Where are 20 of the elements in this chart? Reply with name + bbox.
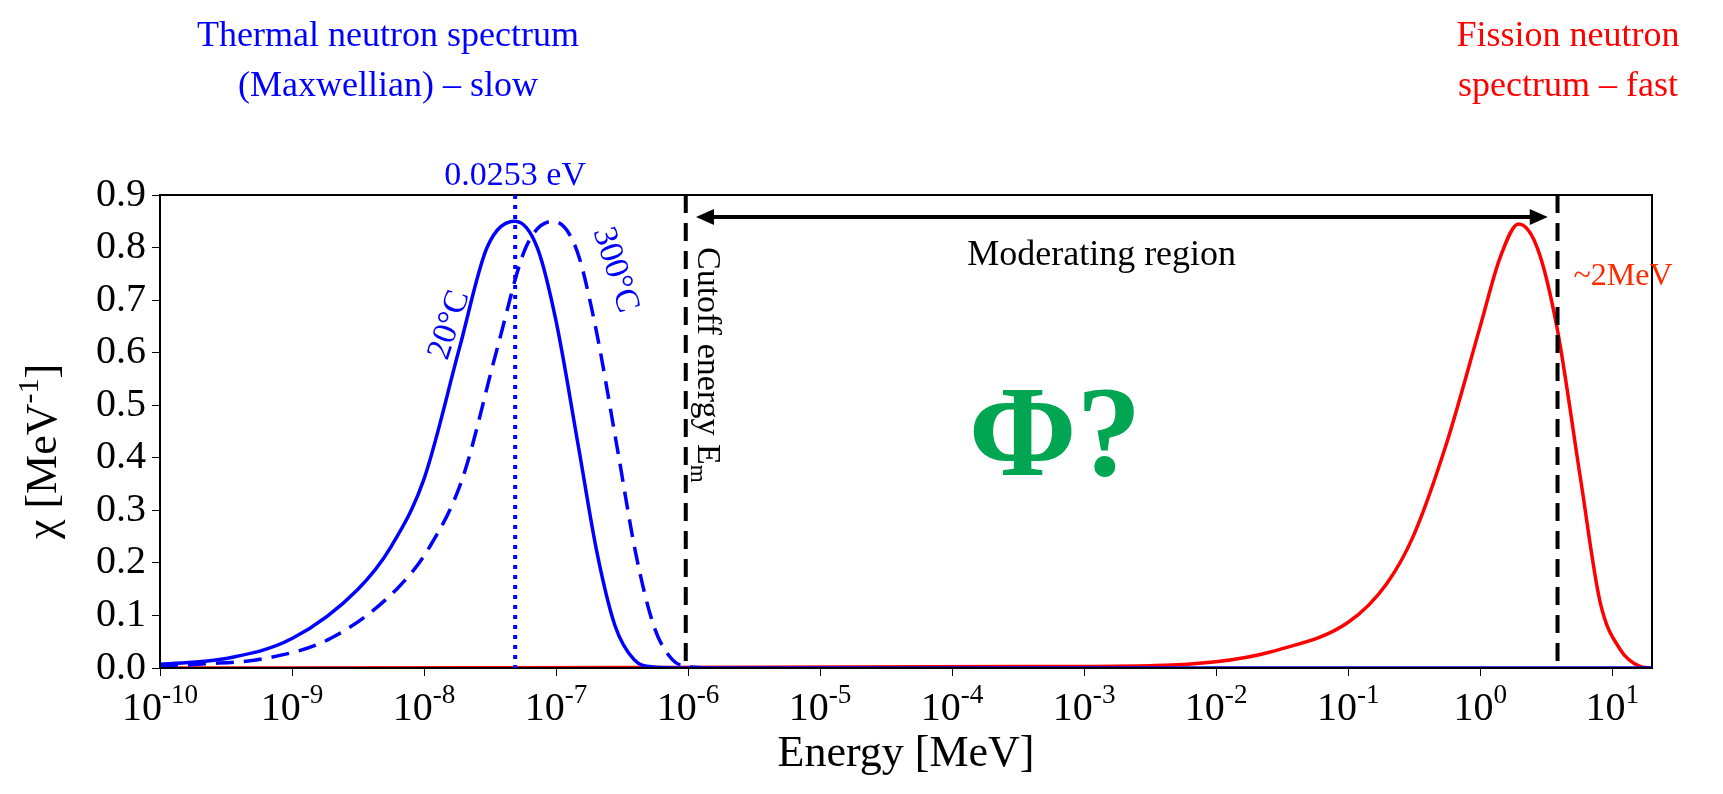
y-tick-label: 0.1 — [96, 589, 146, 635]
y-tick-label: 0.9 — [96, 169, 146, 215]
y-tick-label: 0.4 — [96, 432, 146, 478]
y-tick-label: 0.7 — [96, 274, 146, 320]
y-tick-label: 0.0 — [96, 642, 146, 688]
text: Thermal neutron spectrum (Maxwellian) – slow — [197, 14, 579, 104]
annotation: Moderating region — [967, 233, 1237, 273]
text: 300°C — [586, 222, 649, 317]
y-tick-label: 0.8 — [96, 222, 146, 268]
y-axis-title: χ [MeV-1] — [10, 363, 66, 541]
text: 20°C — [418, 285, 476, 364]
y-tick-label: 0.2 — [96, 537, 146, 583]
y-tick-label: 0.6 — [96, 327, 146, 373]
y-tick-label: 0.5 — [96, 379, 146, 425]
y-tick-label: 0.3 — [96, 484, 146, 530]
ref-line-label: Cutoff energy Em — [685, 247, 728, 483]
text: Fission neutron spectrum – fast — [1456, 14, 1680, 104]
x-axis-title: Energy [MeV] — [777, 727, 1035, 776]
annotation: Φ? — [968, 358, 1142, 503]
ref-line-label: 0.0253 eV — [444, 155, 587, 192]
